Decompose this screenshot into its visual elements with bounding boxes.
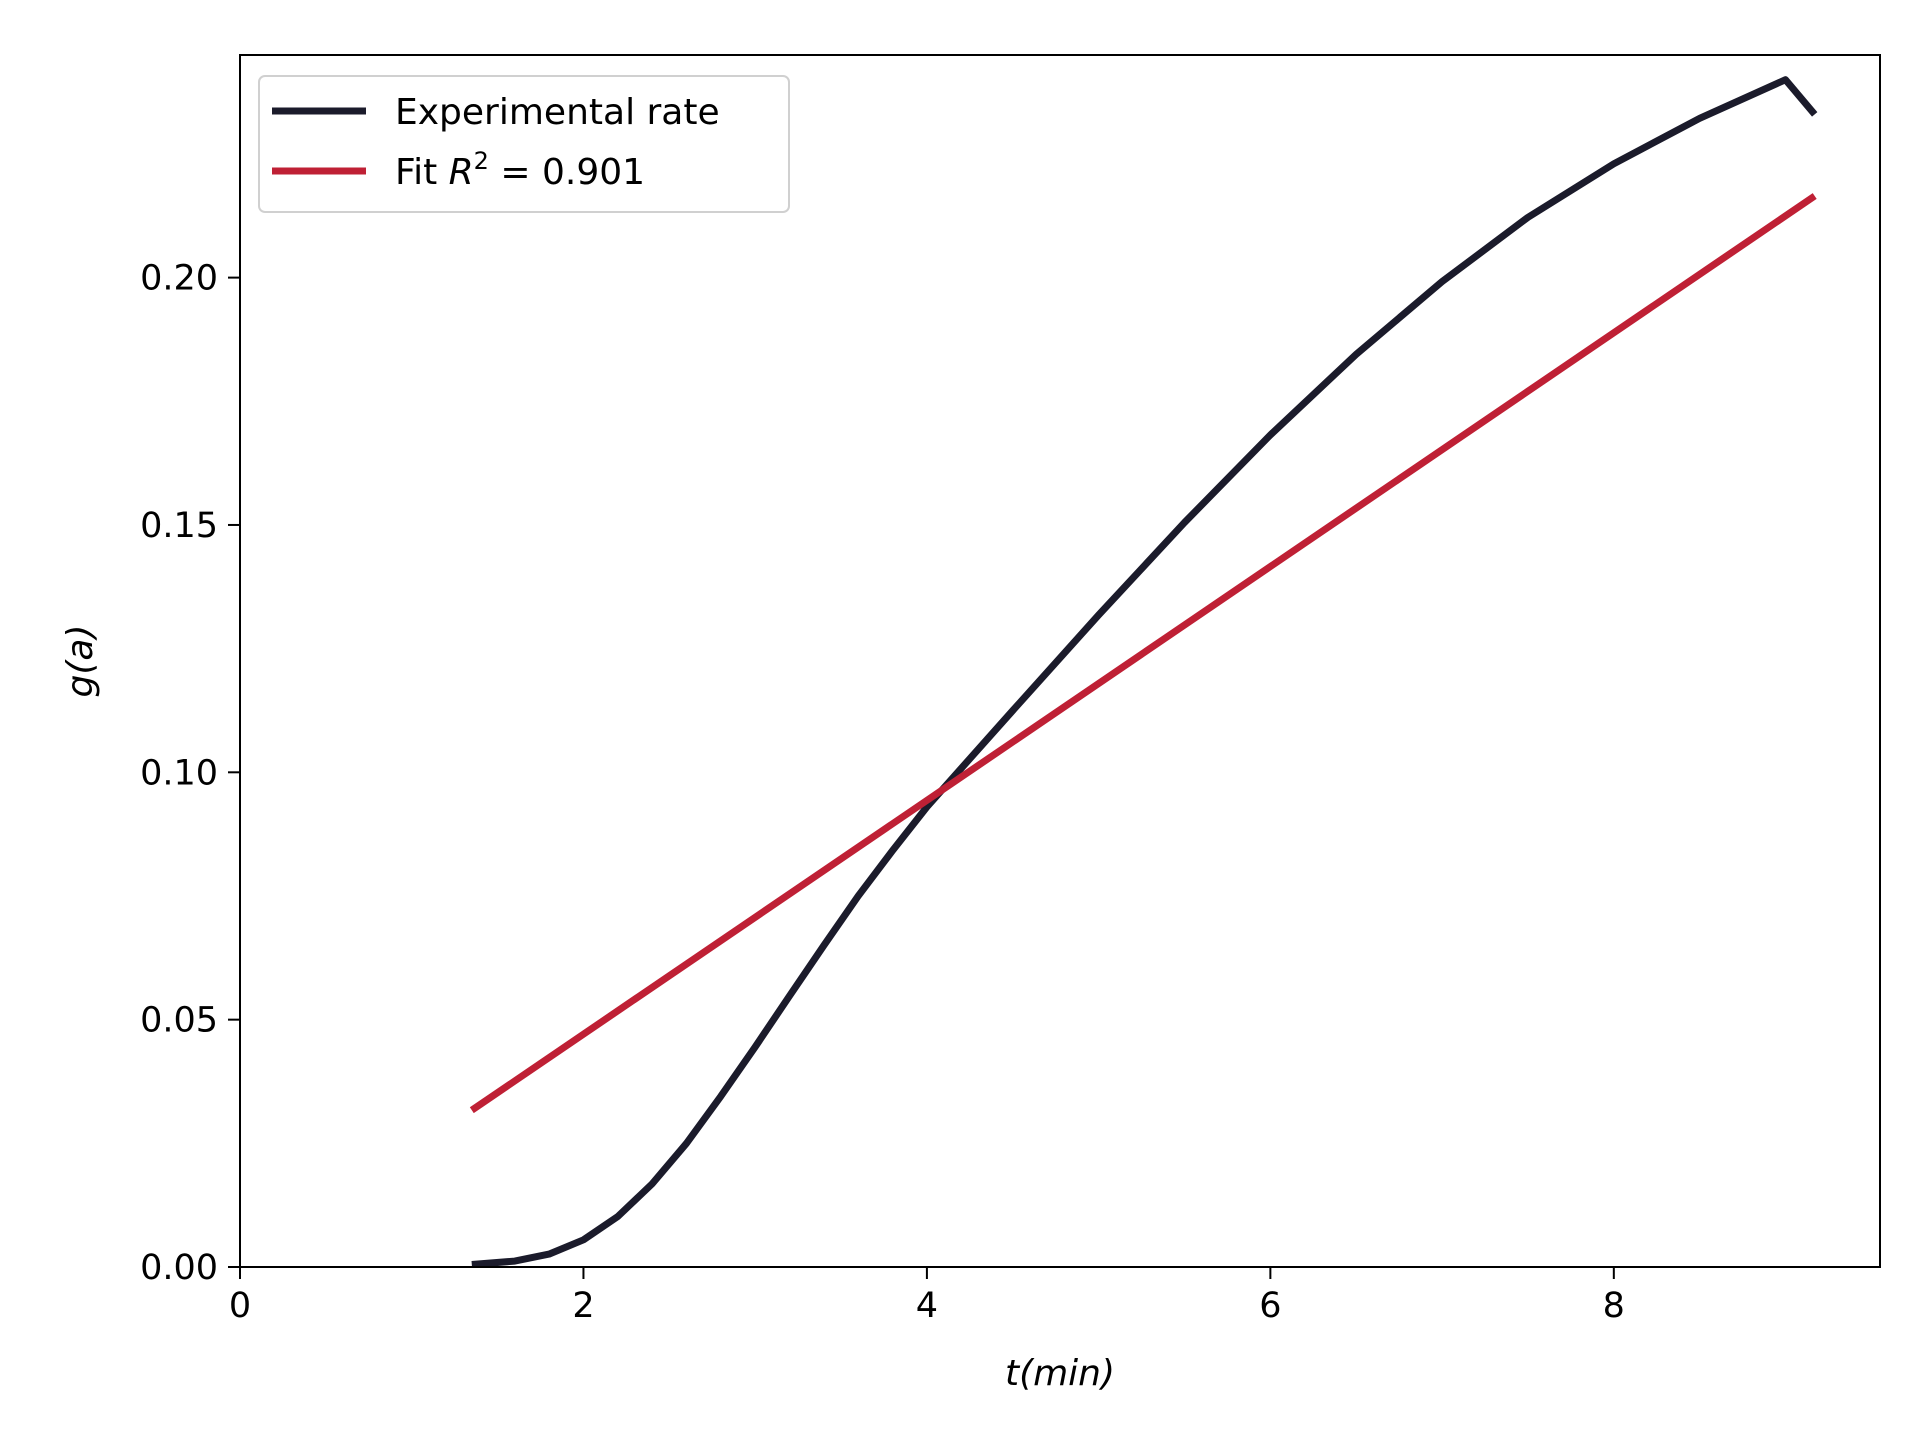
plot-frame	[239, 54, 1881, 1268]
legend: Experimental rate Fit R2 = 0.901	[258, 75, 790, 213]
x-axis-label: t(min)	[1005, 1353, 1115, 1394]
y-tick-label: 0.20	[140, 259, 218, 299]
y-tick-label: 0.15	[140, 506, 218, 546]
x-tick-label: 8	[1603, 1286, 1625, 1326]
x-tick-label: 2	[572, 1286, 594, 1326]
legend-fit-sup: 2	[474, 147, 489, 175]
y-tick-label: 0.10	[140, 753, 218, 793]
series-layer	[469, 76, 1818, 1268]
legend-label-fit: Fit R2 = 0.901	[395, 147, 645, 193]
x-tick-label: 6	[1259, 1286, 1281, 1326]
x-tick-label: 0	[229, 1286, 251, 1326]
legend-fit-var: R	[449, 152, 474, 193]
legend-fit-suffix: = 0.901	[489, 152, 645, 193]
y-tick-label: 0.05	[140, 1001, 218, 1041]
y-tick-label: 0.00	[140, 1248, 218, 1288]
series-line-fit	[469, 193, 1817, 1114]
legend-label-experimental: Experimental rate	[395, 92, 720, 133]
legend-fit-prefix: Fit	[395, 152, 449, 193]
y-axis: 0.00 0.05 0.10 0.15 0.20	[140, 259, 240, 1288]
x-tick-label: 4	[916, 1286, 938, 1326]
x-axis: 0 2 4 6 8	[229, 1267, 1625, 1326]
series-line-experimental	[471, 76, 1818, 1268]
y-axis-label: g(a)	[60, 624, 101, 697]
legend-box	[258, 75, 790, 213]
